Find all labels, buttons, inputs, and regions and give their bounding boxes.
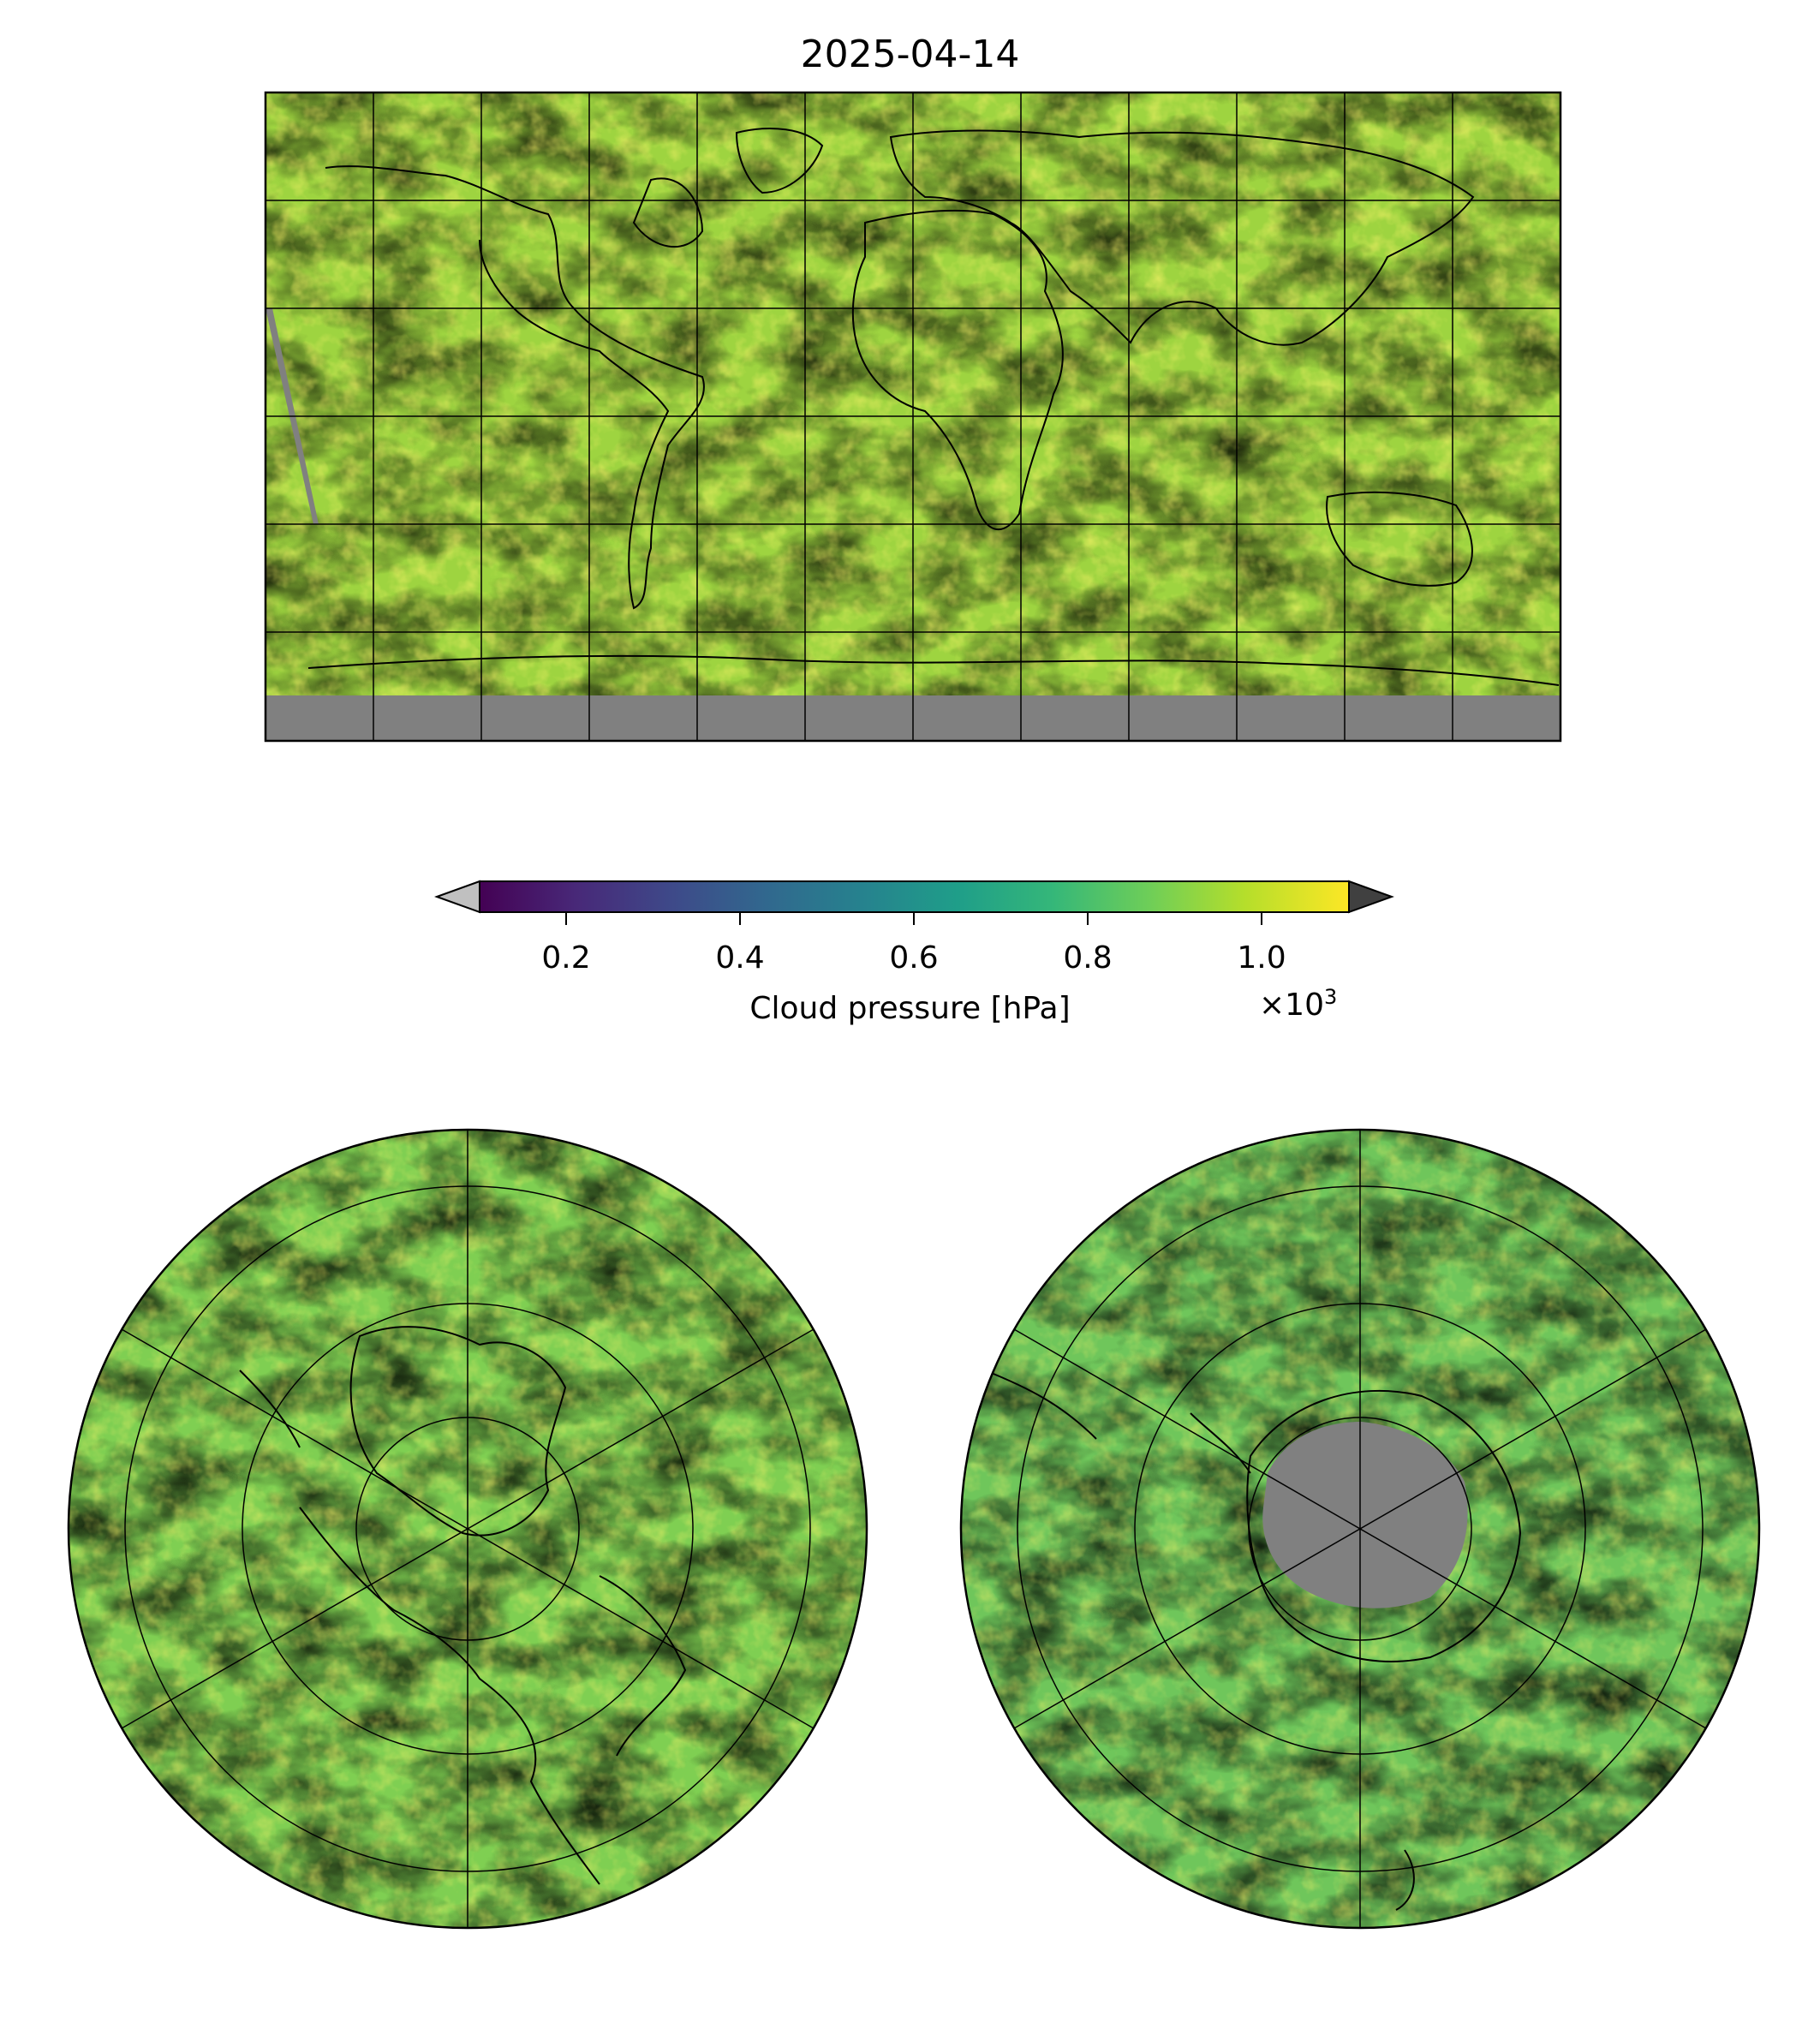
colorbar-tick-label: 1.0: [1237, 940, 1286, 976]
global-map-frame: [264, 91, 1562, 743]
south-polar-frame: [959, 1128, 1761, 1930]
south-missing-data: [1262, 1422, 1468, 1608]
colorbar-over-extension: [1348, 880, 1394, 914]
colorbar-under-extension: [434, 880, 480, 914]
colorbar-tick-label: 0.4: [715, 940, 765, 976]
colorbar-multiplier: ×103: [1259, 985, 1338, 1023]
figure-title: 2025-04-14: [800, 33, 1020, 76]
north-gridlines: [121, 1130, 815, 1928]
global-gridlines: [266, 92, 1560, 741]
colorbar-tick-label: 0.2: [541, 940, 591, 976]
south-gridlines: [1013, 1130, 1707, 1928]
global-map-panel: [264, 91, 1562, 743]
colorbar: [434, 880, 1394, 925]
north-polar-panel: [67, 1128, 868, 1930]
colorbar-label: Cloud pressure [hPa]: [749, 991, 1071, 1026]
colorbar-tick-label: 0.8: [1063, 940, 1113, 976]
colorbar-gradient: [479, 880, 1350, 913]
colorbar-tick-label: 0.6: [889, 940, 939, 976]
south-polar-panel: [959, 1128, 1761, 1930]
colorbar-ticks: [565, 912, 1262, 925]
north-polar-frame: [67, 1128, 868, 1930]
